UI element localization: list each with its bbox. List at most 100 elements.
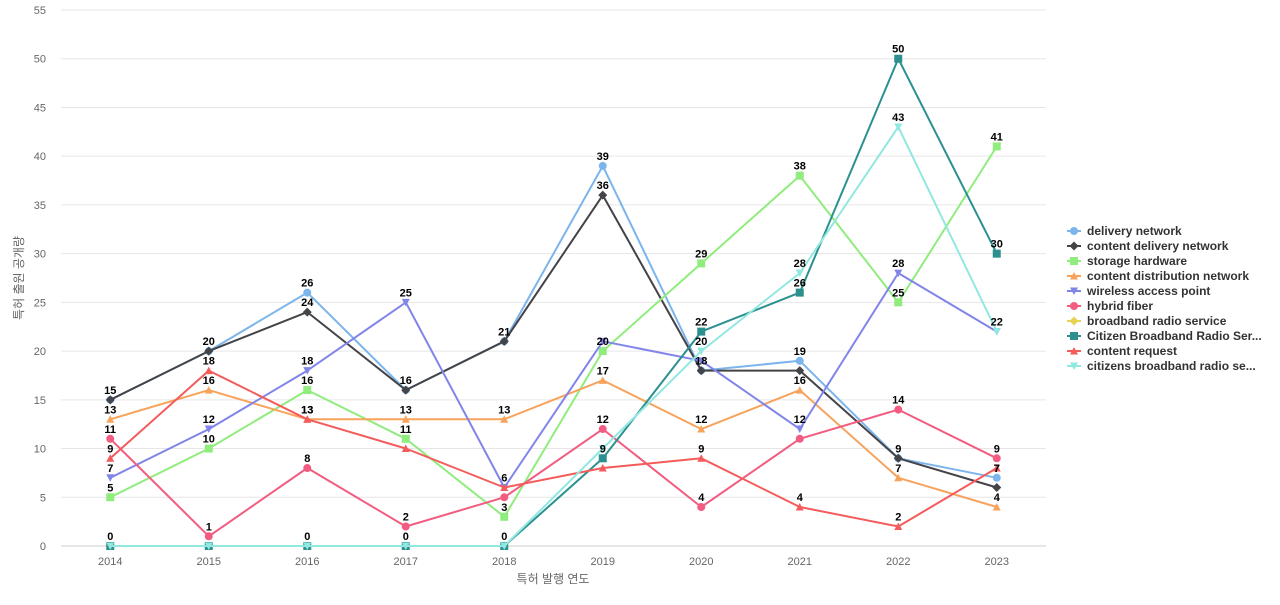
series-line-storage-hardware	[109, 145, 998, 518]
x-tick-label: 2020	[689, 556, 713, 568]
data-label: 5	[107, 482, 113, 494]
data-label: 17	[597, 365, 609, 377]
data-point-citizen-broadband-radio-service-2023	[992, 249, 1001, 258]
data-label: 0	[501, 531, 507, 543]
data-label: 0	[403, 531, 409, 543]
data-label: 11	[104, 424, 116, 436]
legend-marker	[1070, 347, 1078, 355]
data-point-citizens-broadband-radio-service-2020	[697, 347, 706, 356]
data-point-hybrid-fiber-2016	[303, 464, 312, 473]
legend-item-citizens-broadband-radio-service[interactable]: citizens broadband radio se...	[1067, 359, 1256, 373]
data-point-content-request-2018	[500, 483, 509, 492]
legend-label: content request	[1087, 344, 1177, 358]
series-line-delivery-network	[109, 164, 998, 479]
legend-item-content-delivery-network[interactable]: content delivery network	[1067, 239, 1229, 253]
data-label: 41	[991, 131, 1003, 143]
data-point-content-delivery-network-2019	[598, 190, 608, 200]
data-label: 22	[695, 317, 707, 329]
data-point-wireless-access-point-2017	[401, 298, 410, 307]
data-point-content-request-2015	[204, 366, 213, 375]
legend-item-content-distribution-network[interactable]: content distribution network	[1067, 269, 1249, 283]
data-point-content-request-2021	[795, 503, 804, 511]
legend-item-delivery-network[interactable]: delivery network	[1067, 224, 1182, 238]
y-tick-label: 55	[34, 5, 46, 17]
data-point-citizens-broadband-radio-service-2017	[401, 542, 410, 550]
data-point-hybrid-fiber-2020	[697, 503, 706, 512]
data-label: 16	[794, 375, 806, 387]
y-tick-label: 15	[34, 395, 46, 407]
x-tick-label: 2023	[985, 556, 1009, 568]
data-point-citizen-broadband-radio-service-2020	[697, 327, 706, 336]
data-point-storage-hardware-2014	[106, 493, 115, 502]
legend-item-wireless-access-point[interactable]: wireless access point	[1067, 284, 1210, 298]
legend-label: Citizen Broadband Radio Ser...	[1087, 329, 1262, 343]
data-label: 1	[206, 521, 212, 533]
x-tick-label: 2015	[197, 556, 221, 568]
data-point-content-distribution-network-2020	[697, 425, 706, 433]
x-tick-label: 2016	[295, 556, 319, 568]
data-point-content-request-2014	[106, 454, 115, 462]
legend-item-hybrid-fiber[interactable]: hybrid fiber	[1067, 299, 1153, 313]
data-label: 13	[104, 404, 116, 416]
data-point-content-delivery-network-2021	[795, 366, 805, 376]
data-label: 16	[400, 375, 412, 387]
legend-item-broadband-radio-service[interactable]: broadband radio service	[1067, 314, 1227, 328]
legend-marker	[1070, 362, 1078, 370]
legend-item-content-request[interactable]: content request	[1067, 344, 1177, 358]
data-label: 0	[107, 531, 113, 543]
legend-label: citizens broadband radio se...	[1087, 359, 1256, 373]
legend-marker	[1070, 227, 1078, 235]
series-line-hybrid-fiber	[109, 408, 998, 538]
data-point-storage-hardware-2022	[894, 298, 903, 307]
data-label: 26	[794, 278, 806, 290]
data-label: 19	[794, 346, 806, 358]
data-point-hybrid-fiber-2015	[204, 532, 213, 541]
legend-label: wireless access point	[1086, 284, 1210, 298]
series-line-content-request	[109, 369, 998, 528]
y-axis-title: 특허 출원 공개량	[12, 236, 26, 320]
x-tick-label: 2018	[492, 556, 516, 568]
data-point-delivery-network-2023	[992, 473, 1001, 482]
data-label: 26	[301, 278, 313, 290]
legend-marker	[1070, 257, 1078, 265]
data-point-content-distribution-network-2022	[894, 473, 903, 482]
series-hybrid-fiber	[106, 405, 1001, 541]
data-label: 8	[304, 453, 310, 465]
data-point-citizens-broadband-radio-service-2018	[500, 542, 509, 550]
data-point-hybrid-fiber-2014	[106, 434, 115, 443]
data-point-content-delivery-network-2017	[401, 385, 411, 395]
legend-label: content distribution network	[1087, 269, 1249, 283]
data-point-wireless-access-point-2019	[598, 337, 607, 346]
legend-marker	[1070, 272, 1078, 280]
data-label: 20	[203, 336, 215, 348]
data-label: 6	[501, 473, 507, 485]
data-point-wireless-access-point-2022	[894, 269, 903, 278]
y-tick-label: 35	[34, 200, 46, 212]
legend-label: broadband radio service	[1087, 314, 1227, 328]
data-label: 4	[698, 492, 705, 504]
data-point-content-distribution-network-2018	[500, 415, 509, 423]
data-label: 7	[895, 463, 901, 475]
legend-item-citizen-broadband-radio-service[interactable]: Citizen Broadband Radio Ser...	[1067, 329, 1262, 343]
axes: 특허 출원 공개량 특허 발행 연도 2014 2015 2016 2017 2018 2…	[12, 236, 1009, 586]
data-point-wireless-access-point-2014	[106, 474, 115, 482]
data-point-wireless-access-point-2020	[697, 357, 706, 365]
data-label: 16	[203, 375, 215, 387]
data-point-content-delivery-network-2015	[204, 346, 214, 356]
data-point-content-delivery-network-2016	[302, 307, 312, 317]
data-label: 9	[600, 443, 606, 455]
x-axis-title: 특허 발행 연도	[517, 571, 590, 586]
data-point-content-delivery-network-2014	[105, 395, 115, 405]
series-content-request	[106, 366, 1001, 531]
data-point-hybrid-fiber-2018	[500, 493, 509, 502]
data-point-content-request-2016	[303, 415, 312, 423]
data-point-hybrid-fiber-2021	[795, 434, 804, 443]
data-point-content-distribution-network-2021	[795, 386, 804, 394]
legend-item-storage-hardware[interactable]: storage hardware	[1067, 254, 1187, 268]
data-label: 36	[597, 180, 609, 192]
data-point-hybrid-fiber-2023	[992, 454, 1001, 463]
data-labels: 1520262521391997241636185101611320293825…	[104, 44, 1003, 543]
data-label: 12	[794, 414, 806, 426]
